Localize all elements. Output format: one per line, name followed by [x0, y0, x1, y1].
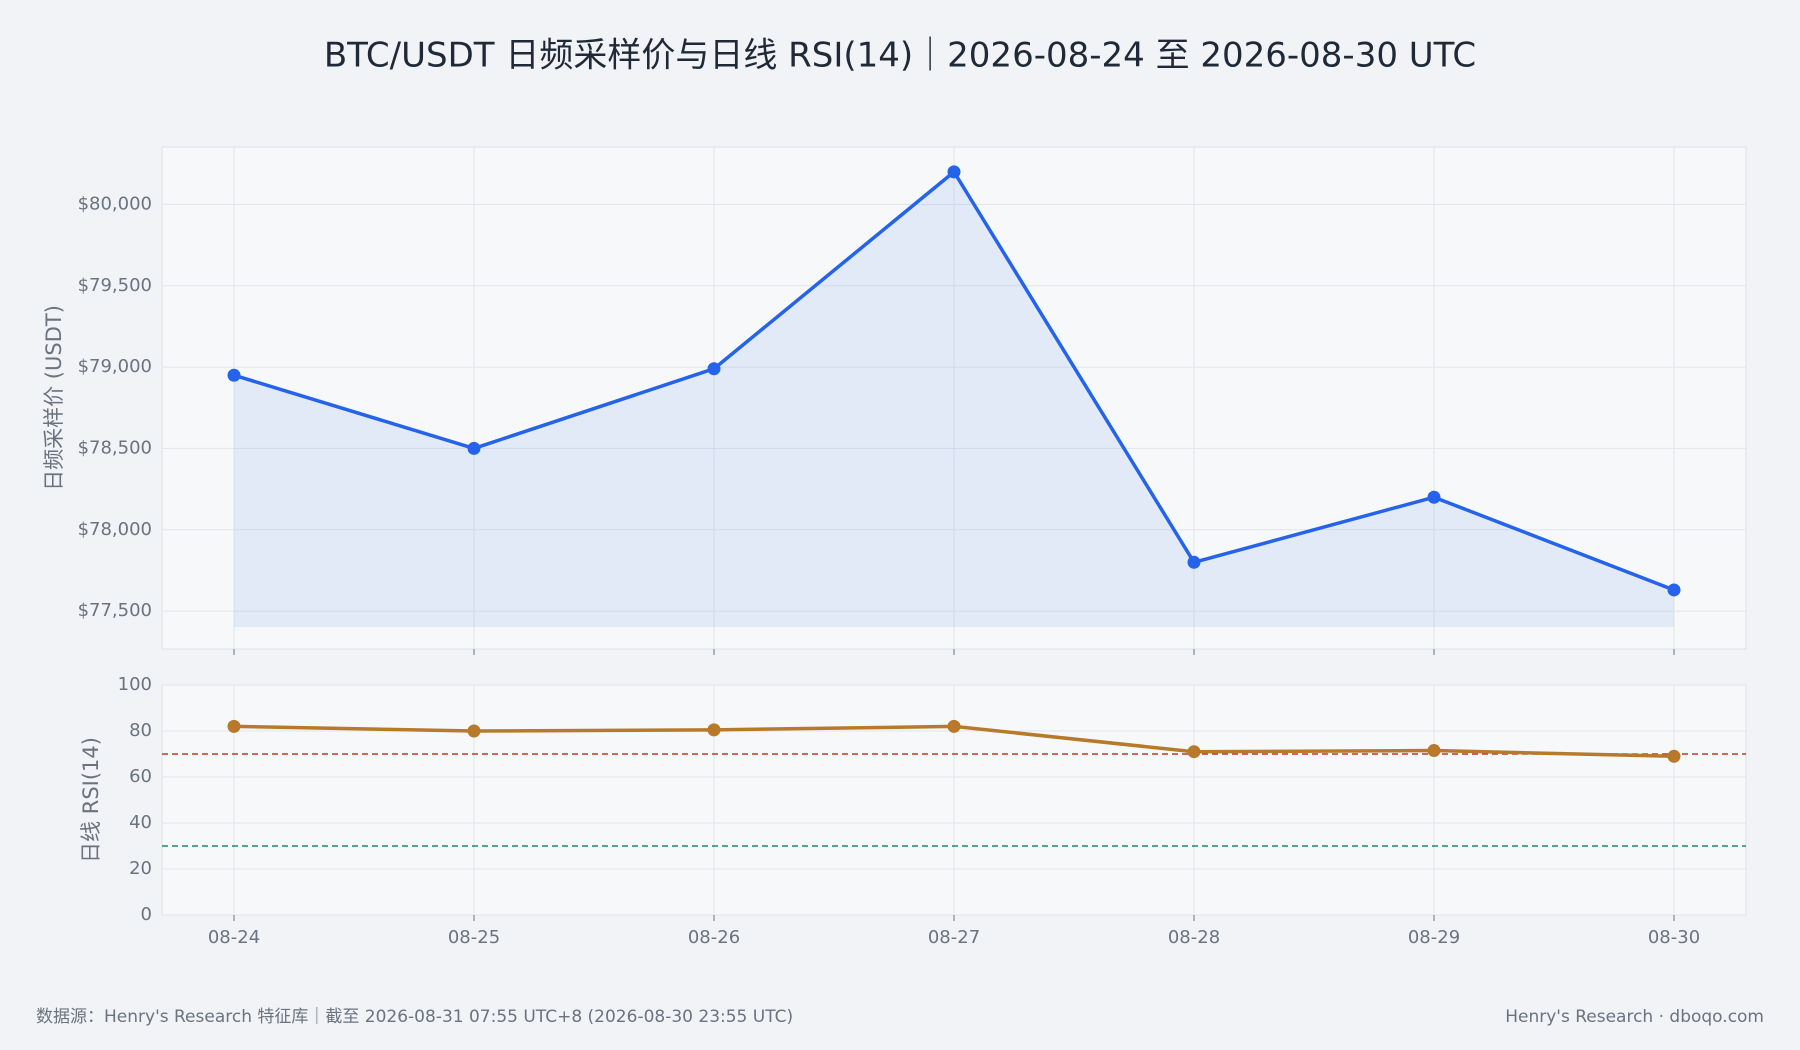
- area-fill: [234, 171, 1674, 627]
- x-tick-label: 08-29: [1408, 927, 1460, 948]
- y-tick-label: 60: [129, 766, 152, 787]
- point: [1187, 745, 1201, 759]
- point: [947, 719, 961, 733]
- y-tick-label: $78,000: [78, 519, 152, 540]
- point: [1667, 583, 1681, 597]
- y-tick-label: $79,500: [78, 275, 152, 296]
- x-tick-label: 08-27: [928, 927, 980, 948]
- point: [707, 362, 721, 376]
- y-tick-label: $80,000: [78, 193, 152, 214]
- y-tick-label: 20: [129, 858, 152, 879]
- x-tick-label: 08-28: [1168, 927, 1220, 948]
- y-tick-label: 80: [129, 720, 152, 741]
- point: [467, 441, 481, 455]
- y-tick-label: $79,000: [78, 356, 152, 377]
- point: [707, 723, 721, 737]
- point: [1667, 749, 1681, 763]
- point: [1427, 490, 1441, 504]
- y-axis-label: 日线 RSI(14): [79, 737, 103, 863]
- y-tick-label: 100: [118, 674, 152, 695]
- credit: Henry's Research · dboqo.com: [1505, 1007, 1764, 1027]
- y-axis-label: 日频采样价 (USDT): [42, 305, 66, 491]
- x-tick-label: 08-26: [688, 927, 740, 948]
- point: [467, 724, 481, 738]
- y-tick-label: $77,500: [78, 600, 152, 621]
- point: [227, 719, 241, 733]
- point: [1187, 555, 1201, 569]
- y-tick-label: 40: [129, 812, 152, 833]
- chart-title: BTC/USDT 日频采样价与日线 RSI(14)｜2026-08-24 至 2…: [324, 36, 1476, 76]
- x-tick-label: 08-24: [208, 927, 260, 948]
- y-tick-label: 0: [141, 904, 152, 925]
- x-tick-label: 08-30: [1648, 927, 1700, 948]
- y-tick-label: $78,500: [78, 437, 152, 458]
- point: [1427, 744, 1441, 758]
- x-tick-label: 08-25: [448, 927, 500, 948]
- point: [947, 165, 961, 179]
- source-note: 数据源：Henry's Research 特征库｜截至 2026-08-31 0…: [36, 1007, 793, 1027]
- point: [227, 368, 241, 382]
